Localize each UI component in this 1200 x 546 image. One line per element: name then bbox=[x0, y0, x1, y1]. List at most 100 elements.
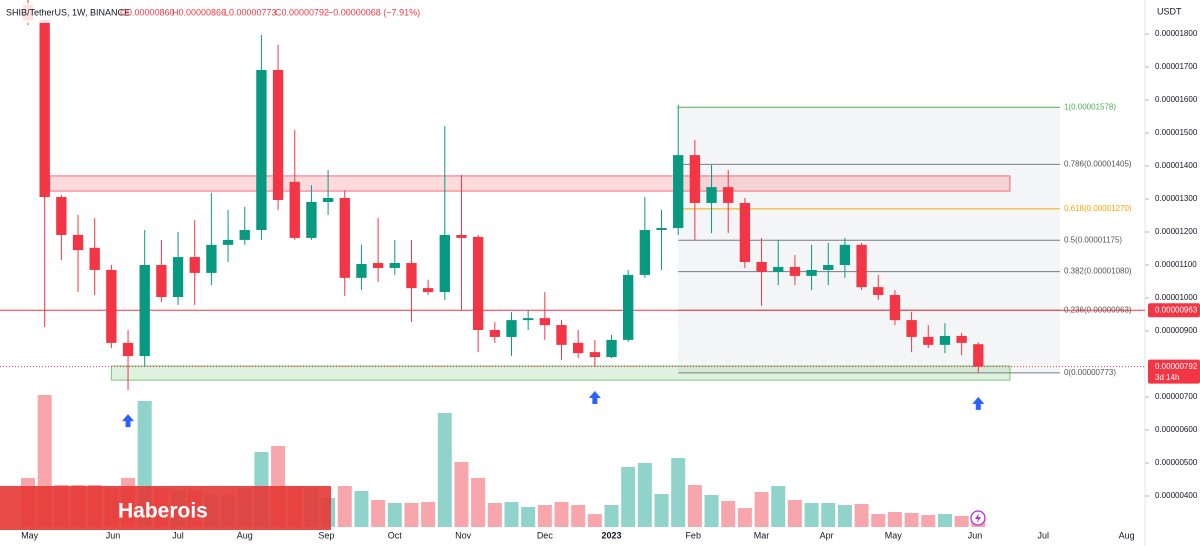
x-tick-label: Aug bbox=[1119, 530, 1135, 540]
fib-label: 0.382(0.00001080) bbox=[1064, 267, 1132, 276]
ohlc-close: C0.00000792 bbox=[275, 7, 329, 17]
candle-body bbox=[823, 265, 834, 270]
countdown: 3d 14h bbox=[1155, 373, 1179, 382]
volume-bar bbox=[387, 503, 402, 527]
arrow bbox=[588, 390, 601, 404]
candle-body bbox=[689, 155, 701, 203]
y-tick-label: 0.00000900 bbox=[1155, 326, 1198, 335]
candle-body bbox=[422, 288, 434, 293]
y-tick-label: 0.00001800 bbox=[1155, 29, 1198, 38]
volume-bar bbox=[721, 501, 736, 527]
volume-bar bbox=[671, 458, 686, 527]
x-tick-label: Apr bbox=[820, 530, 834, 540]
ohlc-low: L0.00000773 bbox=[224, 7, 277, 17]
candle-body bbox=[556, 325, 567, 345]
candle-body bbox=[973, 344, 984, 367]
fib-label: 0.5(0.00001175) bbox=[1064, 235, 1122, 244]
candle-body bbox=[522, 318, 534, 321]
volume-bar bbox=[487, 503, 502, 527]
volume-bar bbox=[887, 512, 902, 527]
fib-label: 0(0.00000773) bbox=[1064, 368, 1116, 377]
volume-bar bbox=[821, 503, 836, 527]
x-tick-label: Mar bbox=[754, 530, 770, 540]
volume-bar bbox=[371, 500, 386, 527]
candle-body bbox=[472, 236, 484, 331]
volume-bar bbox=[921, 515, 936, 527]
volume-bar bbox=[454, 462, 469, 527]
arrow bbox=[972, 396, 985, 410]
candle-body bbox=[372, 263, 384, 268]
price-line-tag bbox=[1148, 303, 1200, 318]
y-tick-label: 0.00001100 bbox=[1155, 260, 1197, 269]
candle-body bbox=[756, 262, 767, 272]
candle-body bbox=[122, 342, 134, 357]
x-tick-label: May bbox=[21, 530, 39, 540]
y-tick-label: 0.00001000 bbox=[1155, 293, 1198, 302]
volume-bar bbox=[754, 492, 769, 527]
legend-bg bbox=[0, 3, 470, 23]
volume-bar bbox=[404, 503, 419, 527]
volume-bar bbox=[837, 505, 852, 527]
candle-body bbox=[139, 265, 150, 357]
x-tick-label: May bbox=[885, 530, 903, 540]
candle-body bbox=[589, 352, 601, 358]
y-tick-label: 0.00001700 bbox=[1155, 62, 1198, 71]
y-tick-label: 0.00000600 bbox=[1155, 425, 1198, 434]
x-tick-label: Jun bbox=[968, 530, 983, 540]
volume-bar bbox=[904, 513, 919, 527]
candle-body bbox=[289, 181, 300, 238]
x-tick-label: Feb bbox=[685, 530, 701, 540]
volume-bar bbox=[704, 495, 719, 527]
volume-bar bbox=[787, 500, 802, 527]
watermark: Haberois bbox=[118, 500, 208, 523]
x-tick-label: 2023 bbox=[601, 530, 621, 540]
volume-bar bbox=[421, 502, 436, 527]
candle-body bbox=[489, 330, 500, 337]
volume-bar bbox=[737, 508, 752, 527]
candle-body bbox=[623, 274, 634, 340]
volume-bar bbox=[621, 467, 636, 527]
volume-bar bbox=[537, 505, 552, 527]
price-layer bbox=[22, 0, 985, 428]
candle-body bbox=[873, 287, 884, 296]
candle-body bbox=[156, 265, 167, 298]
last-price-tag bbox=[1148, 359, 1200, 384]
candle-body bbox=[322, 198, 334, 202]
candle-body bbox=[773, 266, 784, 272]
volume-bar bbox=[337, 486, 352, 527]
volume-bar bbox=[804, 503, 819, 527]
candle-body bbox=[656, 228, 667, 231]
y-tick-label: 0.00000700 bbox=[1155, 392, 1198, 401]
candle-body bbox=[339, 198, 350, 278]
candle-body bbox=[956, 335, 967, 343]
y-tick-label: 0.00001400 bbox=[1155, 161, 1198, 170]
volume-bar bbox=[871, 514, 886, 527]
y-tick-label: 0.00001500 bbox=[1155, 128, 1198, 137]
fib-label: 1(0.00001578) bbox=[1064, 102, 1116, 111]
candle-body bbox=[72, 234, 84, 251]
candle-body bbox=[256, 69, 267, 231]
candle-body bbox=[889, 295, 901, 321]
candle-body bbox=[639, 230, 651, 275]
candle-body bbox=[106, 269, 117, 343]
candle-body bbox=[222, 239, 234, 245]
volume-bar bbox=[604, 505, 619, 527]
candle-body bbox=[89, 247, 100, 270]
watermark-box bbox=[0, 486, 331, 530]
price-line-tag-label: 0.00000963 bbox=[1155, 305, 1198, 314]
symbol: SHIB/TetherUS, 1W, BINANCE bbox=[6, 7, 130, 17]
candle-body bbox=[456, 234, 467, 238]
currency: USDT bbox=[1157, 6, 1182, 16]
candle-body bbox=[189, 257, 200, 273]
candle-body bbox=[356, 264, 367, 278]
candle-body bbox=[706, 187, 717, 203]
x-tick-label: Dec bbox=[537, 530, 554, 540]
candle-body bbox=[923, 336, 934, 345]
x-tick-label: Jul bbox=[1038, 530, 1050, 540]
candle-body bbox=[39, 20, 50, 198]
volume-bar bbox=[554, 502, 569, 527]
candle-body bbox=[406, 263, 417, 289]
candle-body bbox=[389, 263, 400, 268]
event-icon-bolt bbox=[975, 513, 981, 523]
x-tick-label: Jun bbox=[106, 530, 121, 540]
